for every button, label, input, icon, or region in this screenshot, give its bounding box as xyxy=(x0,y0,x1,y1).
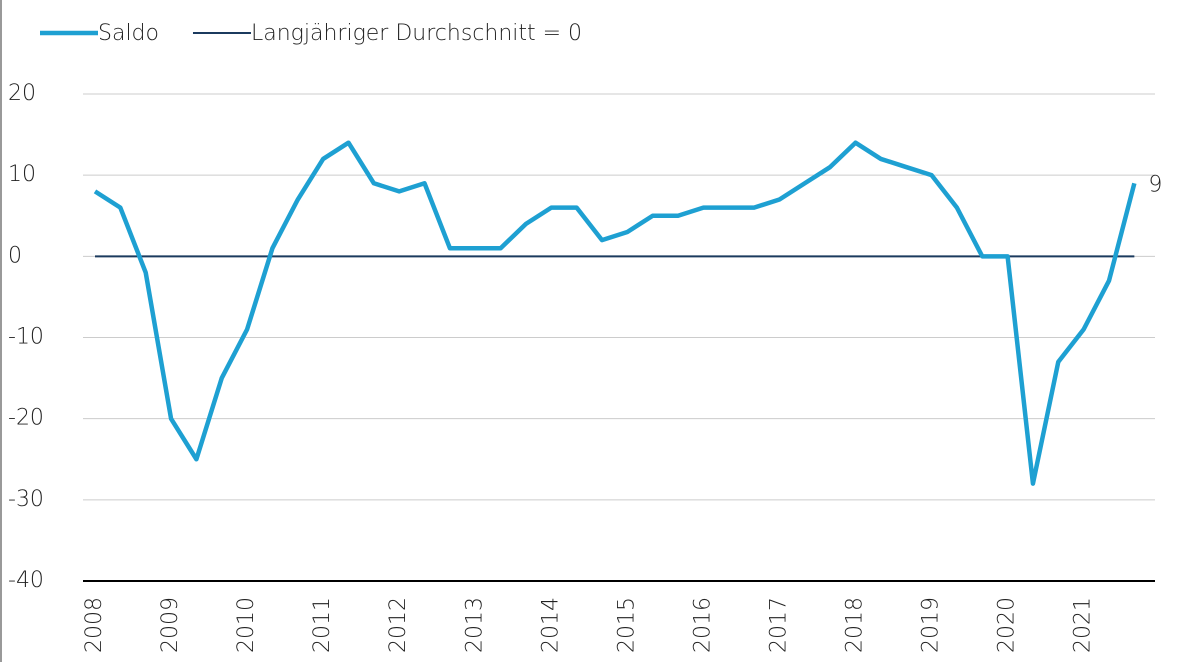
x-tick-label: 2020 xyxy=(995,597,1020,653)
data-label: 9 xyxy=(1148,172,1162,197)
x-tick-label: 2018 xyxy=(843,597,868,653)
x-tick-label: 2019 xyxy=(919,597,944,653)
y-tick-label: 20 xyxy=(8,81,36,106)
legend-label: Saldo xyxy=(98,21,159,46)
x-tick-label: 2011 xyxy=(310,597,335,653)
legend-label: Langjähriger Durchschnitt = 0 xyxy=(251,21,582,46)
y-tick-label: 0 xyxy=(8,243,22,268)
y-tick-label: 10 xyxy=(8,162,36,187)
legend: Saldo Langjähriger Durchschnitt = 0 xyxy=(40,21,582,46)
x-tick-label: 2017 xyxy=(766,597,791,653)
x-tick-label: 2012 xyxy=(386,597,411,653)
x-tick-label: 2015 xyxy=(614,597,639,653)
x-tick-label: 2016 xyxy=(690,597,715,653)
y-tick-label: -20 xyxy=(8,406,44,431)
y-tick-label: -30 xyxy=(8,487,44,512)
saldo-line xyxy=(93,140,1137,486)
x-tick-label: 2008 xyxy=(82,597,107,653)
x-tick-label: 2009 xyxy=(158,597,183,653)
y-tick-label: -40 xyxy=(8,568,44,593)
x-tick-label: 2021 xyxy=(1071,597,1096,653)
x-tick-label: 2010 xyxy=(234,597,259,653)
x-tick-label: 2013 xyxy=(462,597,487,653)
y-tick-label: -10 xyxy=(8,325,44,350)
x-tick-label: 2014 xyxy=(538,597,563,653)
